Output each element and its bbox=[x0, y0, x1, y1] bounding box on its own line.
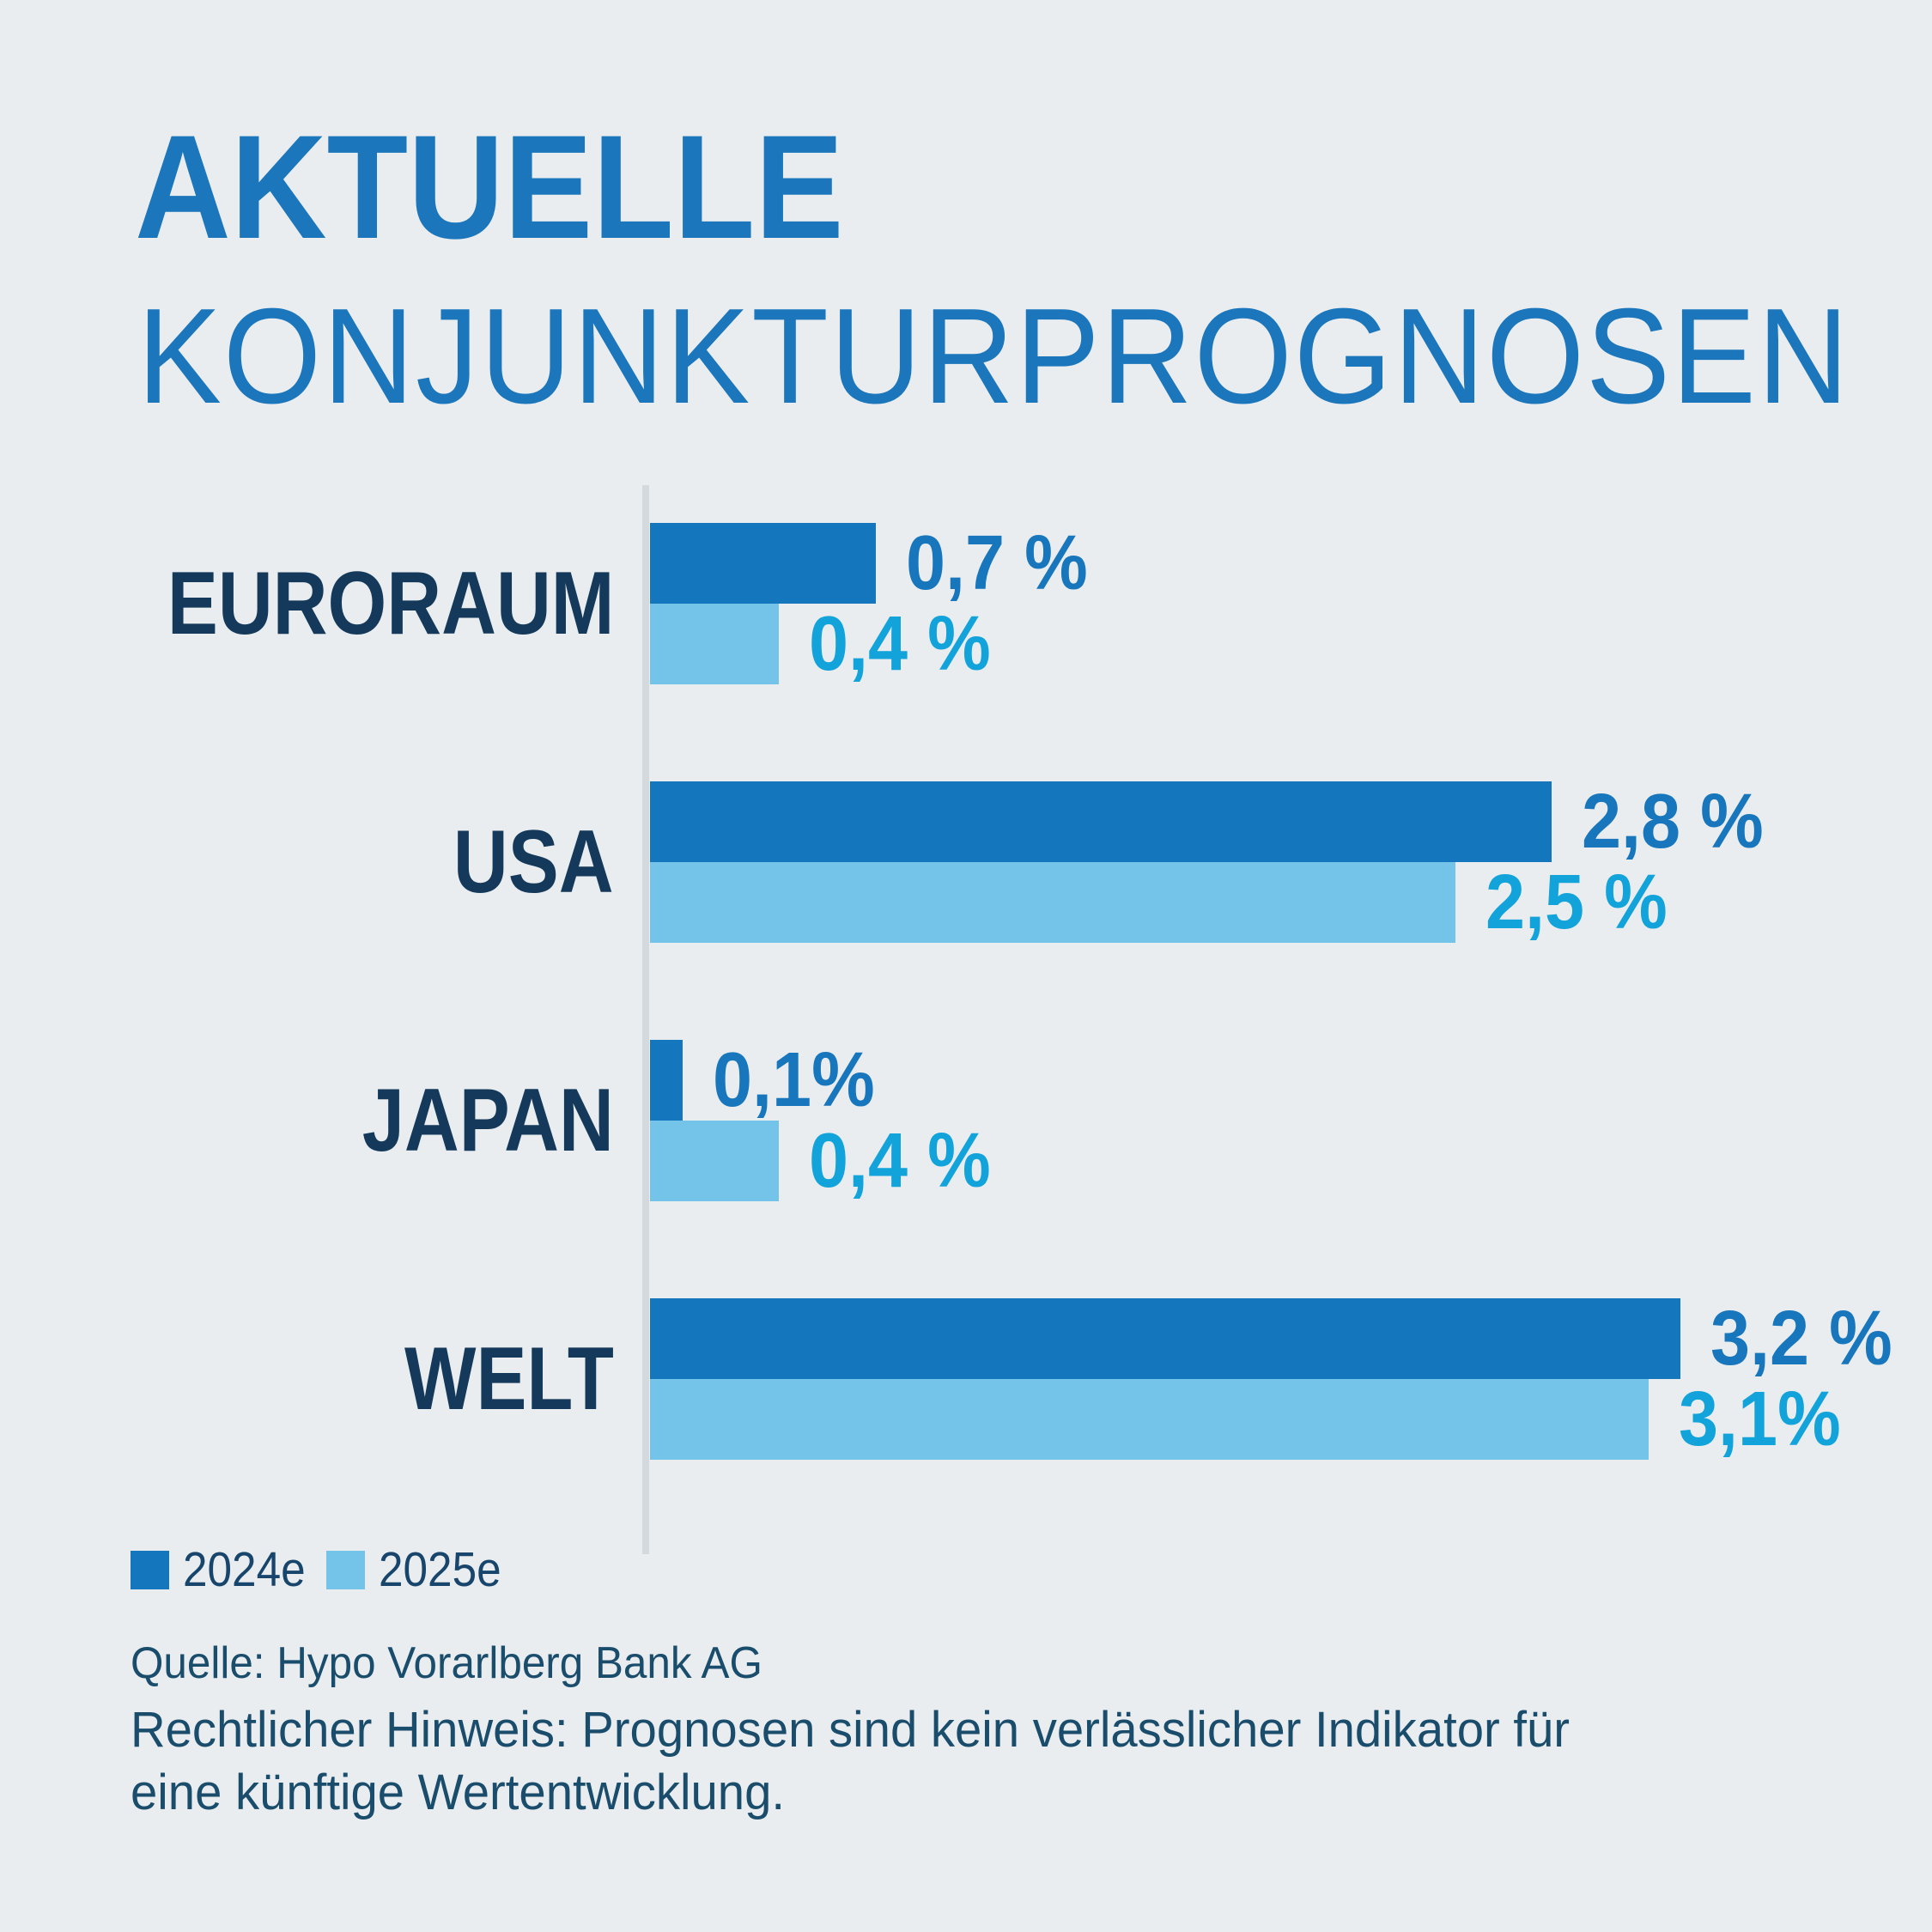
category-label-welt: WELT bbox=[0, 1298, 614, 1460]
bar-2024e-welt bbox=[650, 1298, 1680, 1379]
source-note: Quelle: Hypo Vorarlberg Bank AG bbox=[131, 1638, 762, 1688]
value-label-2024e-welt: 3,2 % bbox=[1710, 1298, 1908, 1379]
value-label-2024e-japan: 0,1% bbox=[713, 1040, 889, 1121]
page-title-line2: KONJUNKTURPROGNOSEN bbox=[137, 281, 1850, 432]
category-label-japan: JAPAN bbox=[0, 1040, 614, 1201]
legal-notice-line1: Rechtlicher Hinweis: Prognosen sind kein… bbox=[131, 1702, 1571, 1758]
bar-2024e-euroraum bbox=[650, 523, 876, 604]
bar-2024e-usa bbox=[650, 781, 1552, 862]
value-label-text: 2,5 % bbox=[1485, 860, 1668, 945]
page-title-line1: AKTUELLE bbox=[135, 105, 844, 270]
category-label-text: USA bbox=[453, 812, 614, 912]
bar-2025e-euroraum bbox=[650, 604, 779, 684]
legend-label-2025e: 2025e bbox=[379, 1541, 501, 1597]
value-label-2025e-usa: 2,5 % bbox=[1485, 862, 1683, 943]
value-label-text: 0,7 % bbox=[906, 520, 1088, 606]
bar-2024e-japan bbox=[650, 1040, 683, 1121]
bar-2025e-japan bbox=[650, 1121, 779, 1201]
y-axis-line bbox=[642, 485, 649, 1554]
legal-notice: Rechtlicher Hinweis: Prognosen sind kein… bbox=[131, 1698, 1570, 1824]
category-label-text: JAPAN bbox=[361, 1071, 614, 1170]
value-label-2025e-euroraum: 0,4 % bbox=[809, 604, 1006, 684]
value-label-text: 0,4 % bbox=[809, 601, 991, 687]
legend-swatch-2024e bbox=[131, 1550, 169, 1589]
value-label-text: 0,4 % bbox=[809, 1118, 991, 1204]
value-label-text: 2,8 % bbox=[1582, 779, 1764, 865]
legend-label-2024e: 2024e bbox=[183, 1541, 306, 1597]
category-label-euroraum: EURORAUM bbox=[0, 523, 614, 684]
legend-item-2024e: 2024e bbox=[131, 1545, 319, 1594]
value-label-2025e-welt: 3,1% bbox=[1679, 1379, 1855, 1460]
value-label-text: 3,1% bbox=[1679, 1376, 1841, 1462]
category-label-text: EURORAUM bbox=[167, 554, 614, 653]
bar-2025e-usa bbox=[650, 862, 1455, 943]
value-label-2024e-usa: 2,8 % bbox=[1582, 781, 1779, 862]
value-label-text: 3,2 % bbox=[1710, 1296, 1893, 1382]
value-label-2024e-euroraum: 0,7 % bbox=[906, 523, 1103, 604]
legend-swatch-2025e bbox=[326, 1550, 365, 1589]
value-label-text: 0,1% bbox=[713, 1037, 875, 1123]
bar-2025e-welt bbox=[650, 1379, 1649, 1460]
category-label-text: WELT bbox=[404, 1329, 614, 1429]
value-label-2025e-japan: 0,4 % bbox=[809, 1121, 1006, 1201]
legal-notice-line2: eine künftige Wertentwicklung. bbox=[131, 1765, 786, 1821]
category-label-usa: USA bbox=[0, 781, 614, 943]
legend-item-2025e: 2025e bbox=[326, 1545, 515, 1594]
